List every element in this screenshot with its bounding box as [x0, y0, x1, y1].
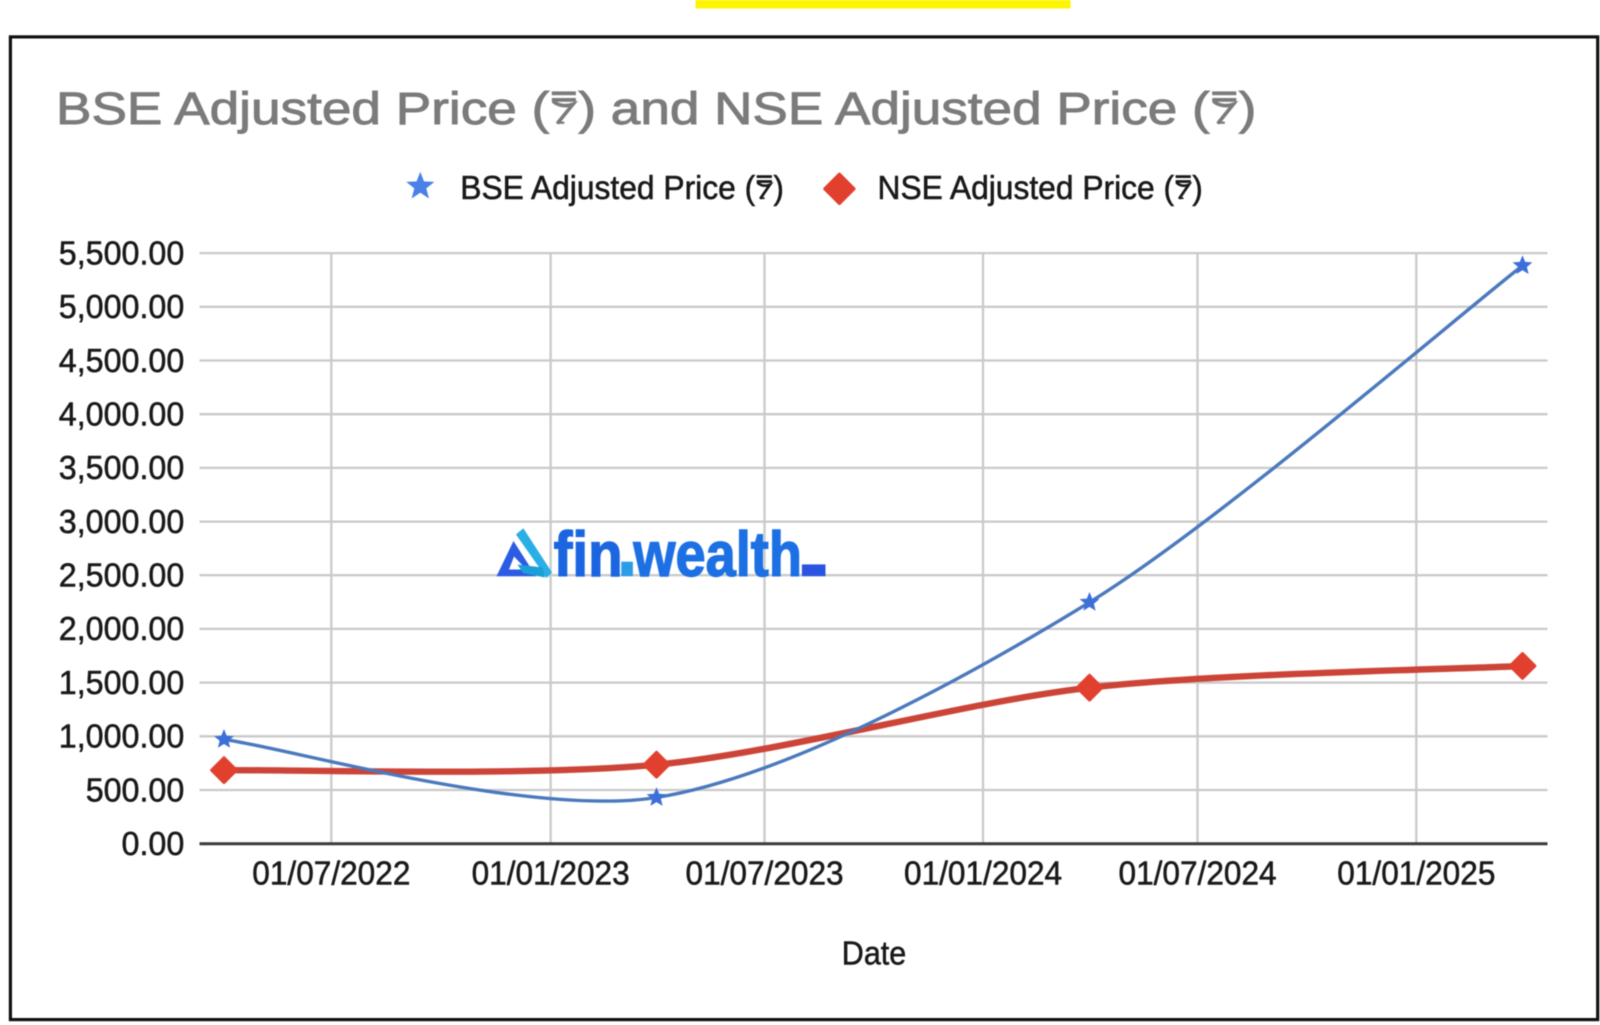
svg-text:3,000.00: 3,000.00 [59, 504, 185, 541]
svg-text:01/07/2022: 01/07/2022 [252, 854, 410, 891]
svg-text:01/01/2024: 01/01/2024 [904, 854, 1062, 891]
svg-text:) and NSE Adjusted Price (: ) and NSE Adjusted Price ( [578, 83, 1209, 134]
svg-text:1,000.00: 1,000.00 [59, 719, 185, 756]
svg-text:0.00: 0.00 [122, 826, 185, 863]
svg-text:01/01/2023: 01/01/2023 [472, 854, 630, 891]
svg-text:01/01/2025: 01/01/2025 [1337, 854, 1495, 891]
svg-text:01/07/2024: 01/07/2024 [1119, 854, 1277, 891]
svg-text:4,000.00: 4,000.00 [59, 397, 185, 434]
svg-text:5,000.00: 5,000.00 [59, 289, 185, 326]
svg-text:BSE Adjusted Price (: BSE Adjusted Price ( [56, 83, 549, 134]
svg-text:NSE Adjusted Price (: NSE Adjusted Price ( [878, 169, 1175, 206]
svg-text:1,500.00: 1,500.00 [59, 665, 185, 702]
svg-text:): ) [1192, 169, 1203, 206]
svg-text:3,500.00: 3,500.00 [59, 450, 185, 487]
svg-text:Date: Date [842, 936, 906, 973]
svg-text:): ) [773, 169, 784, 206]
svg-text:2,500.00: 2,500.00 [59, 558, 185, 595]
svg-text:5,500.00: 5,500.00 [59, 235, 185, 272]
svg-text:500.00: 500.00 [86, 772, 185, 809]
svg-text:BSE Adjusted Price (: BSE Adjusted Price ( [460, 169, 755, 206]
svg-text:4,500.00: 4,500.00 [59, 343, 185, 380]
svg-text:): ) [1239, 83, 1257, 134]
svg-text:fin: fin [554, 520, 623, 590]
svg-text:2,000.00: 2,000.00 [59, 611, 185, 648]
svg-text:01/07/2023: 01/07/2023 [686, 854, 844, 891]
svg-text:wealth: wealth [633, 520, 802, 590]
